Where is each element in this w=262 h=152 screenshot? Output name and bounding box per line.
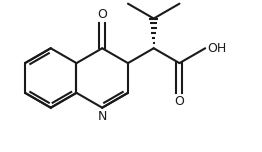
Text: O: O [97, 8, 107, 21]
Text: OH: OH [208, 42, 227, 55]
Text: O: O [174, 95, 184, 108]
Text: N: N [97, 110, 107, 123]
